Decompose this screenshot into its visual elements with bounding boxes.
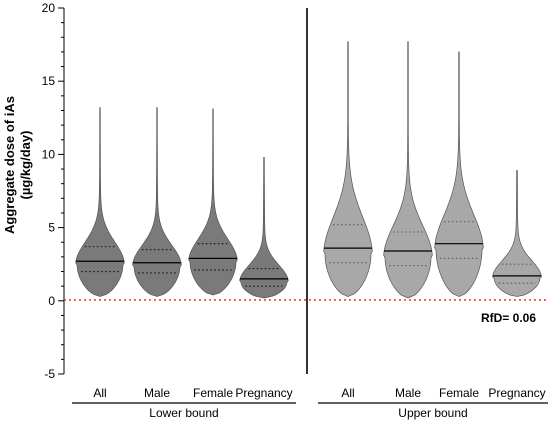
violin-body: [383, 41, 433, 299]
x-tick-label: Pregnancy: [488, 386, 545, 400]
x-tick-label: Female: [439, 386, 479, 400]
y-tick-label: 5: [48, 221, 55, 235]
axes: -5 0 5 10 15 20: [42, 1, 308, 381]
x-tick-label: All: [341, 386, 354, 400]
y-tick-label: 15: [42, 74, 56, 88]
y-tick-label: 0: [48, 294, 55, 308]
violin-body: [434, 51, 484, 297]
y-axis-label-line2: (µg/kg/day): [18, 131, 33, 200]
y-tick-label: -5: [44, 367, 55, 381]
group-label: Lower bound: [149, 406, 218, 420]
violin-male: [132, 107, 182, 297]
violin-body: [75, 107, 125, 297]
violin-male: [383, 41, 433, 299]
violin-body: [492, 170, 542, 297]
x-tick-label: Male: [395, 386, 421, 400]
violin-body: [323, 41, 373, 297]
violin-pregnancy: [492, 170, 542, 297]
violin-pregnancy: [239, 156, 289, 299]
violin-body: [132, 107, 182, 297]
violin-female: [434, 51, 484, 297]
violin-all: [75, 107, 125, 297]
y-tick-label: 20: [42, 1, 56, 15]
violin-body: [239, 156, 289, 299]
violin-all: [323, 41, 373, 297]
violin-female: [188, 108, 238, 296]
x-tick-label: All: [93, 386, 106, 400]
violins: [75, 41, 542, 299]
x-tick-label: Pregnancy: [235, 386, 292, 400]
x-tick-label: Male: [144, 386, 170, 400]
violin-body: [188, 108, 238, 296]
x-tick-label: Female: [193, 386, 233, 400]
reference-line-label: RfD= 0.06: [481, 311, 536, 325]
y-tick-label: 10: [42, 147, 56, 161]
group-label: Upper bound: [398, 406, 467, 420]
y-axis-label: Aggregate dose of iAs (µg/kg/day): [2, 96, 33, 234]
y-axis-label-line1: Aggregate dose of iAs: [2, 96, 17, 234]
